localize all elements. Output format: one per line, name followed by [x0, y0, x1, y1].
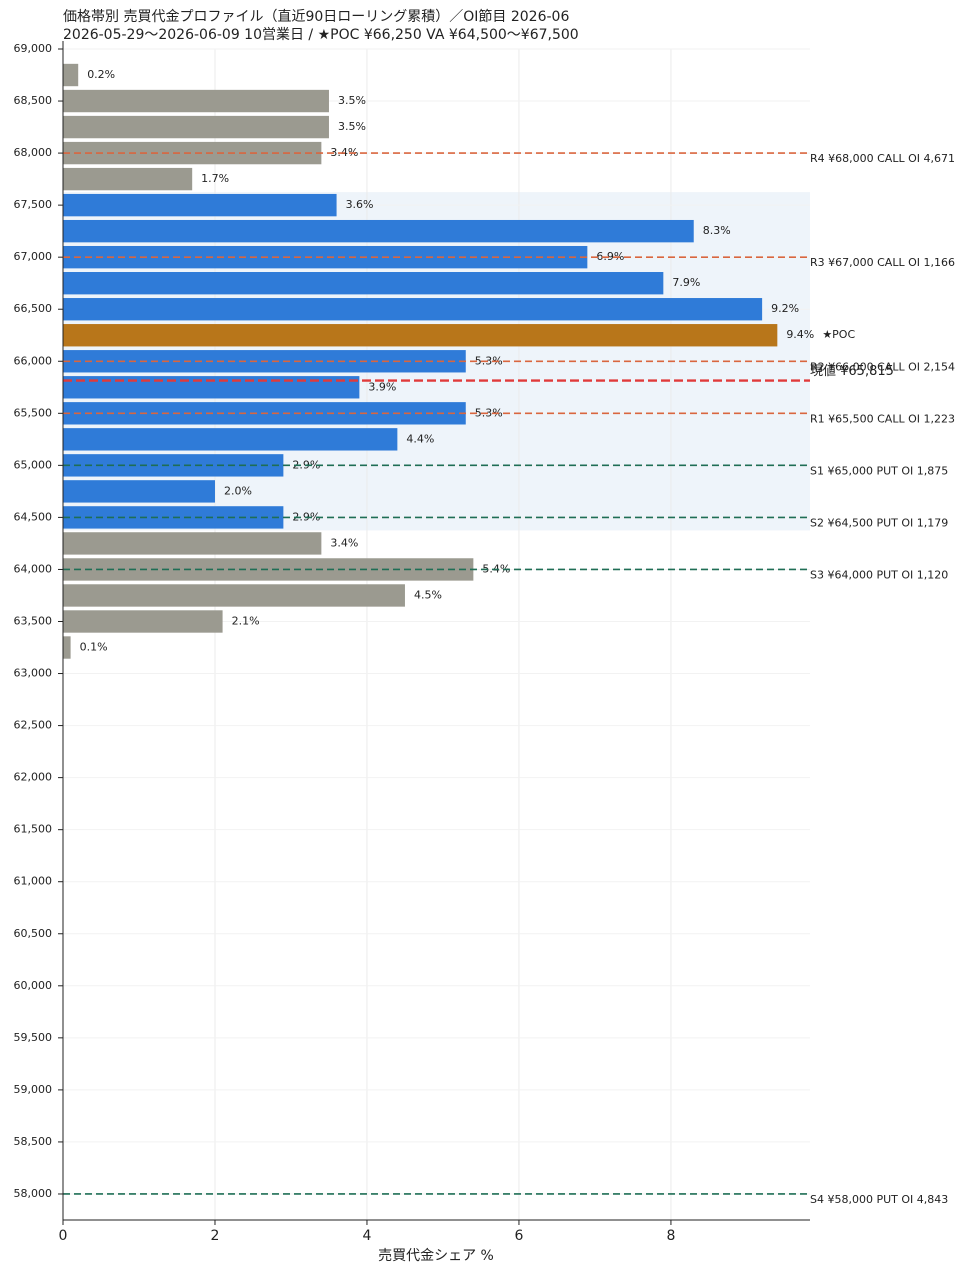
value-label: 7.9%: [672, 276, 700, 289]
level-label: S4 ¥58,000 PUT OI 4,843: [810, 1193, 948, 1206]
level-label: R2 ¥66,000 CALL OI 2,154: [810, 360, 955, 373]
level-label: S1 ¥65,000 PUT OI 1,875: [810, 464, 948, 477]
y-tick-label: 65,500: [14, 406, 53, 419]
value-label: 0.2%: [87, 68, 115, 81]
bar: [63, 298, 763, 321]
bar: [63, 584, 405, 607]
value-label: 9.2%: [771, 302, 799, 315]
x-tick-label: 0: [59, 1228, 68, 1244]
value-label: 4.5%: [414, 588, 442, 601]
value-label: 1.7%: [201, 172, 229, 185]
y-tick-label: 67,500: [14, 198, 53, 211]
y-tick-label: 61,000: [14, 875, 53, 888]
value-label: 3.4%: [330, 536, 358, 549]
value-label: 0.1%: [80, 641, 108, 654]
current-label: 現値 ¥65,815: [810, 363, 894, 379]
poc-label: ★POC: [822, 328, 855, 341]
y-tick-label: 62,500: [14, 719, 53, 732]
y-tick-label: 62,000: [14, 771, 53, 784]
x-tick-label: 2: [211, 1228, 220, 1244]
bar: [63, 245, 588, 269]
chart-title: 価格帯別 売買代金プロファイル（直近90日ローリング累積）／OI節目 2026-…: [63, 8, 569, 25]
bar: [63, 115, 329, 139]
chart-subtitle: 2026-05-29〜2026-06-09 10営業日 / ★POC ¥66,2…: [63, 27, 579, 43]
bar: [63, 532, 322, 555]
y-tick-label: 64,500: [14, 510, 53, 523]
level-label: R1 ¥65,500 CALL OI 1,223: [810, 412, 955, 425]
bar: [63, 167, 193, 191]
y-tick-label: 64,000: [14, 562, 53, 575]
level-label: S2 ¥64,500 PUT OI 1,179: [810, 516, 948, 529]
y-tick-label: 66,000: [14, 354, 53, 367]
y-tick-label: 68,000: [14, 146, 53, 159]
bar: [63, 480, 215, 503]
y-tick-label: 59,000: [14, 1083, 53, 1096]
y-tick-label: 68,500: [14, 94, 53, 107]
x-tick-label: 4: [363, 1228, 372, 1244]
value-label: 2.0%: [224, 484, 252, 497]
bar: [63, 324, 778, 347]
bar: [63, 141, 322, 165]
value-label: 5.3%: [475, 406, 503, 419]
value-label: 9.4%: [786, 328, 814, 341]
value-label: 8.3%: [703, 224, 731, 237]
value-label: 2.1%: [232, 614, 260, 627]
value-label: 3.9%: [368, 380, 396, 393]
y-tick-label: 66,500: [14, 302, 53, 315]
x-tick-label: 8: [666, 1228, 675, 1244]
level-label: R3 ¥67,000 CALL OI 1,166: [810, 256, 955, 269]
bar: [63, 193, 337, 217]
bar: [63, 272, 664, 295]
bar: [63, 219, 694, 243]
value-label: 3.5%: [338, 120, 366, 133]
level-label: S3 ¥64,000 PUT OI 1,120: [810, 568, 948, 581]
bar: [63, 636, 71, 659]
x-tick-label: 6: [514, 1228, 523, 1244]
value-label: 3.5%: [338, 94, 366, 107]
y-tick-label: 58,500: [14, 1135, 53, 1148]
x-axis-label: 売買代金シェア %: [378, 1248, 494, 1264]
y-tick-label: 67,000: [14, 250, 53, 263]
value-label: 6.9%: [596, 250, 624, 263]
bar: [63, 610, 223, 633]
level-label: R4 ¥68,000 CALL OI 4,671: [810, 152, 955, 165]
y-tick-label: 58,000: [14, 1187, 53, 1200]
value-label: 5.3%: [475, 354, 503, 367]
y-tick-label: 69,000: [14, 42, 53, 55]
y-tick-label: 65,000: [14, 458, 53, 471]
bar: [63, 89, 329, 113]
y-tick-label: 63,500: [14, 614, 53, 627]
y-tick-label: 60,000: [14, 979, 53, 992]
value-label: 3.6%: [346, 198, 374, 211]
y-tick-label: 59,500: [14, 1031, 53, 1044]
y-tick-label: 60,500: [14, 927, 53, 940]
y-tick-label: 61,500: [14, 823, 53, 836]
value-label: 4.4%: [406, 432, 434, 445]
bar: [63, 63, 79, 87]
y-tick-label: 63,000: [14, 667, 53, 680]
bar: [63, 558, 474, 581]
bar: [63, 428, 398, 451]
